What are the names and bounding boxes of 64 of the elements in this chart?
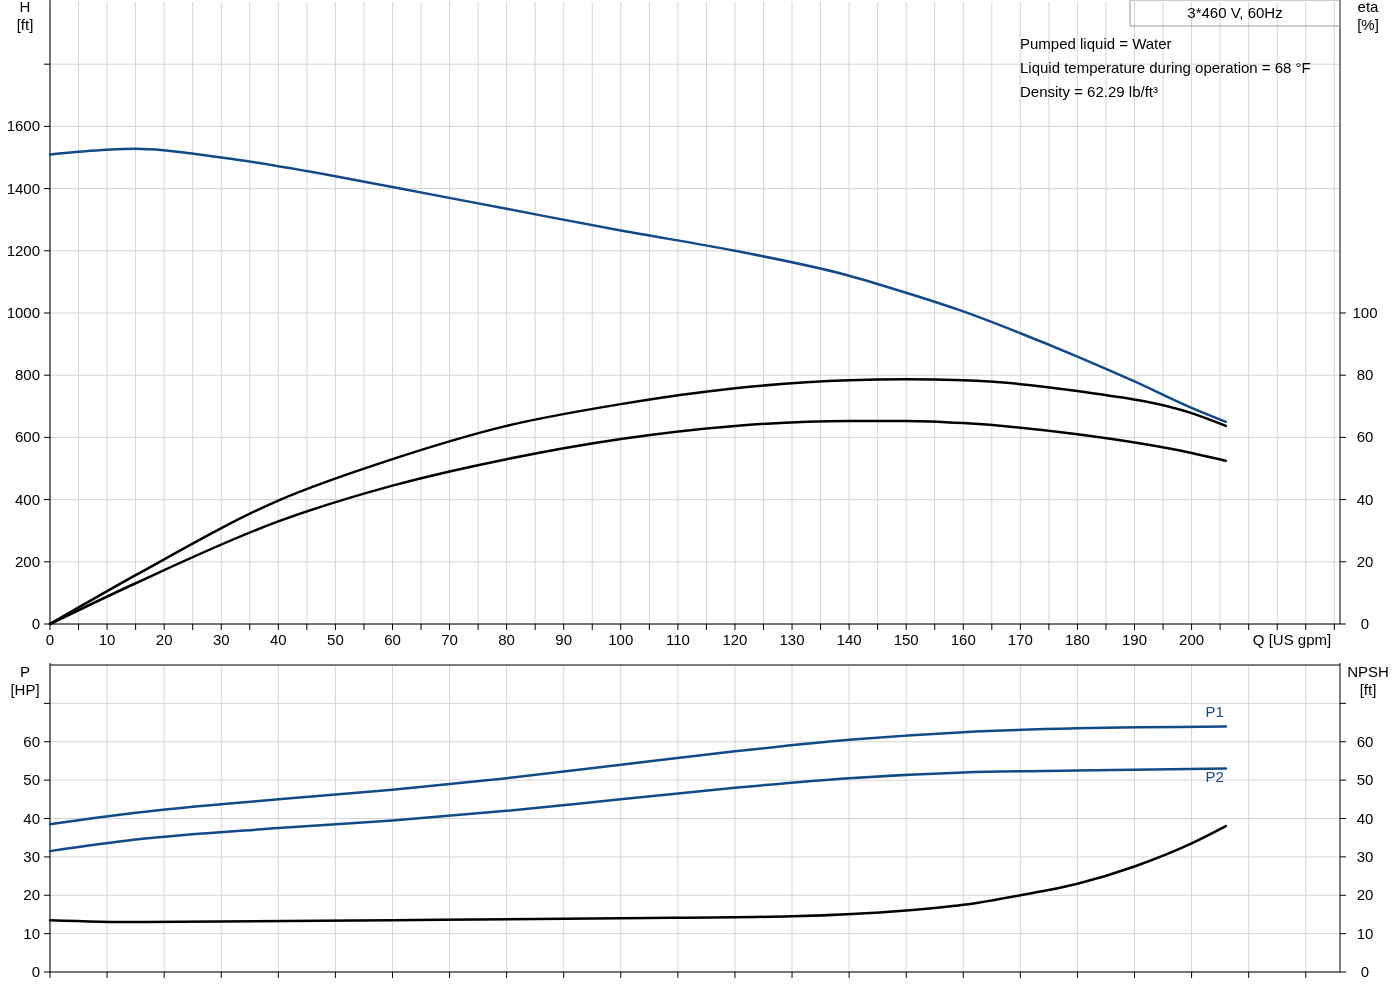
- y2-tick-label: 30: [1356, 847, 1374, 865]
- y-tick-label: 20: [23, 886, 40, 904]
- y2-tick-label: 60: [1356, 732, 1374, 750]
- annotation: Liquid temperature during operation = 68 °F: [1020, 59, 1311, 76]
- annotation: Pumped liquid = Water: [1020, 35, 1172, 52]
- y-tick-label: 800: [14, 366, 40, 384]
- y2-tick-label: 0: [1360, 615, 1370, 632]
- x-tick-label: 90: [555, 631, 573, 648]
- x-tick-label: 20: [155, 631, 173, 648]
- x-tick-label: 130: [779, 631, 805, 648]
- x-tick-label: 200: [1179, 631, 1205, 648]
- chart-title: 3*460 V, 60Hz: [1187, 4, 1283, 21]
- y2-tick-label: 40: [1356, 490, 1374, 508]
- line-series: [48, 725, 1228, 826]
- line-series: [48, 767, 1228, 853]
- y2-tick-label: 60: [1356, 428, 1374, 446]
- y2-tick-label: 20: [1356, 886, 1374, 904]
- y2-tick-label: 50: [1356, 771, 1374, 789]
- y-tick-label: 1400: [6, 179, 40, 197]
- y-tick-label: 200: [14, 552, 40, 570]
- x-tick-label: 0: [45, 631, 55, 648]
- x-tick-label: 100: [608, 631, 634, 648]
- y2-tick-label: 100: [1352, 304, 1378, 321]
- y-axis-title: P [HP]: [10, 663, 40, 698]
- y-tick-label: 30: [23, 847, 40, 865]
- x-tick-label: 170: [1007, 631, 1033, 648]
- x-tick-label: 10: [98, 631, 116, 648]
- y-tick-label: 600: [14, 428, 40, 446]
- annotation: Density = 62.29 lb/ft³: [1020, 83, 1158, 100]
- x-tick-label: 50: [327, 631, 344, 648]
- y-tick-label: 400: [14, 490, 40, 508]
- x-tick-label: 190: [1122, 631, 1148, 648]
- series-label: P2: [1205, 767, 1224, 785]
- y2-tick-label: 20: [1356, 552, 1374, 570]
- y-tick-label: 1200: [6, 241, 40, 259]
- y2-axis-title: NPSH [ft]: [1347, 663, 1389, 698]
- x-tick-label: 120: [722, 631, 748, 648]
- y-tick-label: 0: [31, 615, 40, 632]
- x-tick-label: 60: [384, 631, 401, 648]
- y2-axis-title: eta [%]: [1357, 0, 1380, 33]
- y-tick-label: 1000: [6, 304, 40, 321]
- y-tick-label: 10: [23, 924, 40, 942]
- y2-tick-label: 0: [1360, 963, 1370, 980]
- y-tick-label: 50: [23, 771, 40, 789]
- y-axis-title: H [ft]: [16, 0, 34, 33]
- y-tick-label: 60: [23, 732, 40, 750]
- x-tick-label: 150: [893, 631, 919, 648]
- y-tick-label: 1600: [6, 117, 40, 135]
- x-tick-label: 40: [269, 631, 287, 648]
- y-tick-label: 0: [31, 963, 40, 980]
- x-tick-label: 140: [836, 631, 862, 648]
- x-tick-label: 180: [1064, 631, 1090, 648]
- x-tick-label: 160: [950, 631, 976, 648]
- y2-tick-label: 80: [1356, 366, 1374, 384]
- x-tick-label: 70: [441, 631, 458, 648]
- x-tick-label: 110: [665, 631, 690, 648]
- x-axis-title: Q [US gpm]: [1252, 631, 1332, 648]
- x-tick-label: 30: [212, 631, 230, 648]
- line-series: [48, 147, 1228, 424]
- y2-tick-label: 10: [1356, 924, 1374, 942]
- series-label: P1: [1205, 703, 1224, 721]
- y-tick-label: 40: [23, 809, 40, 827]
- x-tick-label: 80: [498, 631, 515, 648]
- y2-tick-label: 40: [1356, 809, 1374, 827]
